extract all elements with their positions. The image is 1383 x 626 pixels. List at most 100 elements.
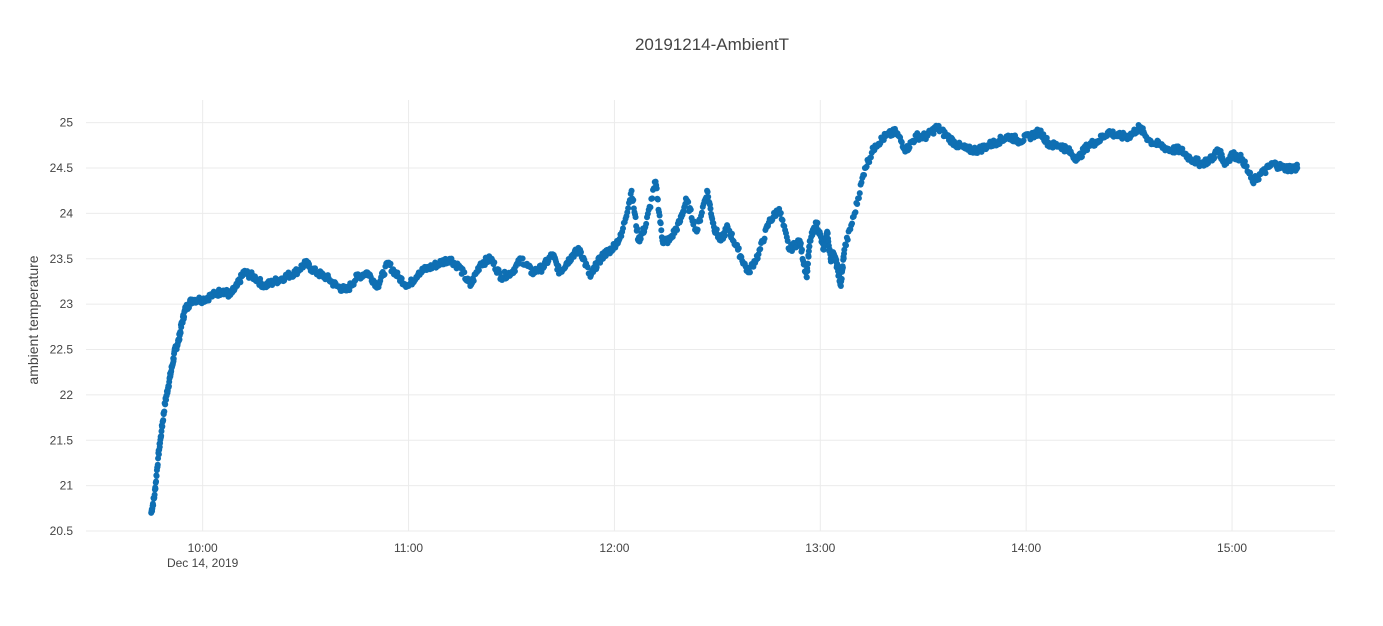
y-axis-label: ambient temperature <box>25 255 41 384</box>
data-point <box>1241 158 1248 165</box>
y-tick-label: 22 <box>60 388 74 402</box>
data-point <box>814 219 821 226</box>
data-point <box>707 205 714 212</box>
data-point <box>687 206 694 213</box>
data-point <box>840 255 847 262</box>
y-tick-label: 24 <box>60 206 74 220</box>
data-point <box>856 190 863 197</box>
data-point <box>160 417 167 424</box>
data-point <box>555 262 562 269</box>
data-point <box>491 259 498 266</box>
data-point <box>152 485 159 492</box>
data-point <box>162 401 169 408</box>
data-point <box>381 271 388 278</box>
x-tick-label: 14:00 <box>1011 541 1041 555</box>
data-point <box>647 204 654 211</box>
data-point <box>694 226 701 233</box>
grid-lines <box>86 100 1335 532</box>
data-point <box>620 225 627 232</box>
data-point <box>155 451 162 458</box>
x-tick-label: 15:00 <box>1217 541 1247 555</box>
x-tick-label: 11:00 <box>394 541 423 555</box>
data-point <box>721 232 728 239</box>
data-point <box>824 230 831 237</box>
data-point <box>844 236 851 243</box>
data-point <box>855 195 862 202</box>
data-point <box>153 478 160 485</box>
data-point <box>649 195 656 202</box>
data-point <box>177 329 184 336</box>
chart-title: 20191214-AmbientT <box>635 35 789 54</box>
data-point <box>898 139 905 146</box>
x-tick-label: 10:00 <box>188 541 218 555</box>
data-point <box>654 196 661 203</box>
data-point <box>839 264 846 271</box>
y-tick-label: 25 <box>60 116 74 130</box>
data-point <box>658 227 665 234</box>
data-point <box>906 144 913 151</box>
y-tick-label: 21 <box>60 479 74 493</box>
data-point <box>653 185 660 192</box>
data-point <box>158 432 165 439</box>
data-point <box>804 268 811 275</box>
data-point <box>161 408 168 415</box>
data-point <box>728 230 735 237</box>
data-point <box>779 217 786 224</box>
data-point <box>705 193 712 200</box>
data-point <box>151 491 158 498</box>
data-point <box>387 260 394 267</box>
data-point <box>656 212 663 219</box>
y-tick-label: 22.5 <box>50 343 74 357</box>
data-point <box>674 226 681 233</box>
data-point <box>698 209 705 216</box>
data-point <box>858 179 865 186</box>
x-tick-label: 13:00 <box>805 541 835 555</box>
data-point <box>461 269 468 276</box>
data-point <box>838 275 845 282</box>
data-point <box>630 196 637 203</box>
data-point <box>475 267 482 274</box>
data-point <box>837 283 844 290</box>
y-tick-label: 23 <box>60 297 74 311</box>
data-point <box>863 163 870 170</box>
data-point <box>1020 137 1027 144</box>
data-point <box>704 188 711 195</box>
data-point <box>849 220 856 227</box>
data-point <box>1262 170 1269 177</box>
y-tick-label: 20.5 <box>50 524 74 538</box>
data-point <box>867 154 874 161</box>
data-point <box>691 218 698 225</box>
data-point <box>1247 169 1254 176</box>
data-point <box>951 138 958 145</box>
y-tick-label: 21.5 <box>50 433 74 447</box>
data-point <box>761 235 768 242</box>
y-tick-label: 24.5 <box>50 161 74 175</box>
data-point <box>1294 165 1301 172</box>
data-point <box>854 200 861 207</box>
data-point <box>1179 145 1186 152</box>
data-point <box>843 242 850 249</box>
y-axis-ticks: 20.5 21 21.5 22 22.5 23 23.5 24 24.5 25 <box>50 116 74 538</box>
data-point <box>634 225 641 232</box>
data-points <box>148 122 1301 516</box>
y-tick-label: 23.5 <box>50 252 74 266</box>
data-point <box>757 246 764 253</box>
data-point <box>685 198 692 205</box>
data-point <box>852 209 859 216</box>
data-point <box>519 255 526 262</box>
data-point <box>1211 154 1218 161</box>
data-point <box>632 214 639 221</box>
data-point <box>834 262 841 269</box>
data-point <box>154 461 161 468</box>
data-point <box>797 240 804 247</box>
data-point <box>697 217 704 224</box>
data-point <box>577 249 584 256</box>
data-point <box>713 226 720 233</box>
data-point <box>657 220 664 227</box>
x-tick-label: 12:00 <box>599 541 629 555</box>
data-point <box>746 269 753 276</box>
data-point <box>735 245 742 252</box>
